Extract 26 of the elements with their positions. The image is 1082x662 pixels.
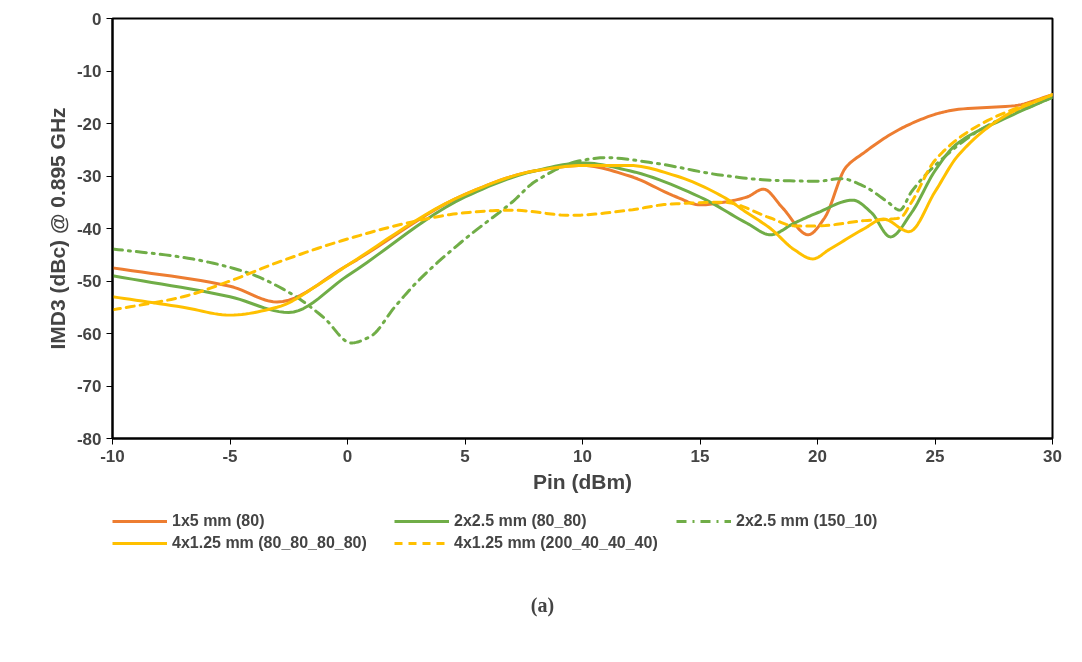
text: (a)	[530, 593, 555, 617]
legend-label: 2x2.5 mm (150_10)	[736, 512, 879, 530]
y-tick-label: -10	[76, 62, 102, 81]
x-tick-label: 30	[1043, 446, 1062, 466]
x-tick-label: 10	[573, 446, 592, 466]
y-tick-label: -70	[76, 377, 102, 396]
x-tick-label: -5	[222, 446, 238, 466]
y-tick-label: -20	[76, 114, 102, 134]
legend-label: 1x5 mm (80)	[172, 512, 266, 530]
legend-label: 4x1.25 mm (80_80_80_80)	[172, 534, 368, 552]
y-tick-label: -40	[76, 219, 102, 239]
y-axis-title: IMD3 (dBc) @ 0.895 GHz	[45, 107, 69, 350]
x-tick-label: 25	[925, 446, 945, 466]
x-tick-label: 0	[342, 446, 353, 466]
y-tick-label: -50	[76, 272, 102, 291]
x-tick-label: -10	[100, 446, 125, 466]
legend-label: 2x2.5 mm (80_80)	[454, 512, 588, 530]
y-tick-label: -80	[76, 429, 102, 449]
y-tick-label: -60	[76, 324, 102, 344]
x-tick-label: 15	[690, 446, 710, 466]
x-tick-label: 20	[808, 446, 827, 466]
x-axis-title: Pin (dBm)	[532, 469, 633, 493]
legend-label: 4x1.25 mm (200_40_40_40)	[454, 534, 659, 552]
x-tick-label: 5	[460, 446, 470, 466]
y-tick-label: 0	[92, 9, 102, 29]
y-tick-label: -30	[76, 167, 102, 186]
